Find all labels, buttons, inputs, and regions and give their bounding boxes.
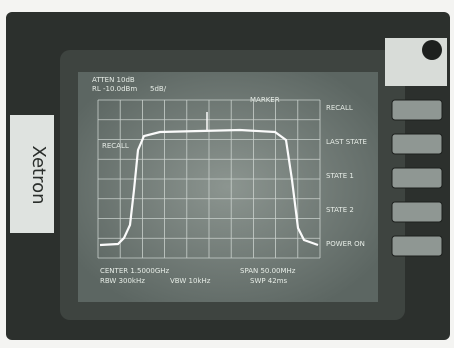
- softkey-label: LAST STATE: [326, 138, 367, 146]
- footer-text: VBW 10kHz: [170, 277, 211, 285]
- footer-text: SWP 42ms: [250, 277, 288, 285]
- softkey-label: RECALL: [326, 104, 353, 112]
- header-text: MARKER: [250, 96, 280, 104]
- softkey-button[interactable]: [392, 202, 442, 222]
- softkey-button[interactable]: [392, 134, 442, 154]
- bracket-hole: [422, 40, 442, 60]
- header-text: RL -10.0dBm: [92, 85, 137, 93]
- sticker-brand: Xetron: [28, 145, 49, 204]
- trace-label: RECALL: [102, 142, 129, 150]
- softkey-label: STATE 1: [326, 172, 354, 180]
- softkey-label: POWER ON: [326, 240, 365, 248]
- footer-text: CENTER 1.5000GHz: [100, 267, 170, 275]
- footer-text: SPAN 50.00MHz: [240, 267, 296, 275]
- footer-text: RBW 300kHz: [100, 277, 145, 285]
- photo: Xetron ATTEN 10dB RL -10.0dBm 5dB/ MARKE…: [0, 0, 454, 348]
- header-text: 5dB/: [150, 85, 167, 93]
- page: Xetron ATTEN 10dB RL -10.0dBm 5dB/ MARKE…: [0, 0, 454, 348]
- softkey-label: STATE 2: [326, 206, 354, 214]
- softkey-button[interactable]: [392, 168, 442, 188]
- header-text: ATTEN 10dB: [92, 76, 135, 84]
- softkey-button[interactable]: [392, 100, 442, 120]
- softkey-button[interactable]: [392, 236, 442, 256]
